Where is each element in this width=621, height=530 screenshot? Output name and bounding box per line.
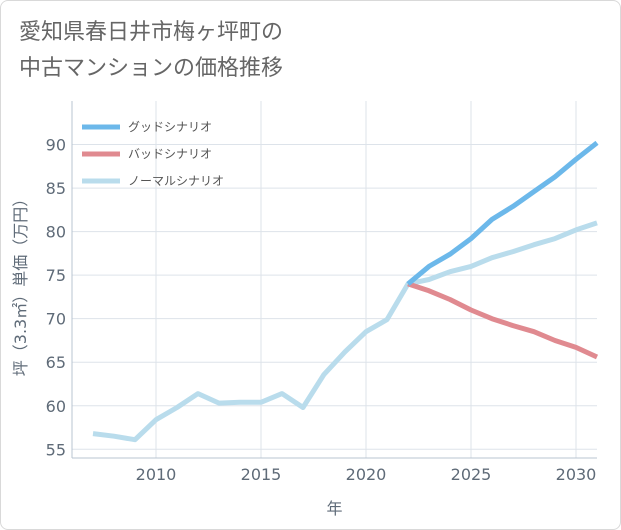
y-axis-label: 坪（3.3㎡）単価（万円） (11, 191, 30, 376)
x-tick-label-2030: 2030 (556, 465, 597, 484)
tick-labels: 2010 2015 2020 2025 2030 55 60 65 70 75 80 85 90 (46, 136, 597, 484)
y-tick-label-75: 75 (46, 266, 66, 285)
legend-label-1: バッドシナリオ (128, 147, 212, 161)
y-tick-label-80: 80 (46, 223, 66, 242)
legend-label-2: ノーマルシナリオ (128, 174, 224, 188)
x-axis-label: 年 (326, 499, 342, 518)
y-tick-label-60: 60 (46, 397, 66, 416)
legend-label-0: グッドシナリオ (128, 120, 212, 134)
grid (72, 101, 597, 458)
series-line-0 (406, 140, 599, 286)
x-tick-label-2025: 2025 (451, 465, 492, 484)
chart-title-line-2: 中古マンションの価格推移 (19, 56, 284, 81)
axes (71, 101, 597, 459)
series-line-2 (92, 220, 598, 443)
series-lines (92, 140, 599, 443)
y-tick-label-70: 70 (46, 310, 66, 329)
x-tick-label-2015: 2015 (241, 465, 282, 484)
chart-title-line-1: 愛知県春日井市梅ヶ坪町の (19, 20, 284, 45)
y-tick-label-90: 90 (46, 136, 66, 155)
y-tick-label-85: 85 (46, 179, 66, 198)
y-tick-label-65: 65 (46, 353, 66, 372)
y-tick-label-55: 55 (46, 440, 66, 459)
x-tick-label-2020: 2020 (346, 465, 387, 484)
series-line-1 (407, 281, 599, 360)
x-tick-label-2010: 2010 (136, 465, 177, 484)
chart-title: 愛知県春日井市梅ヶ坪町の 中古マンションの価格推移 (19, 15, 283, 87)
